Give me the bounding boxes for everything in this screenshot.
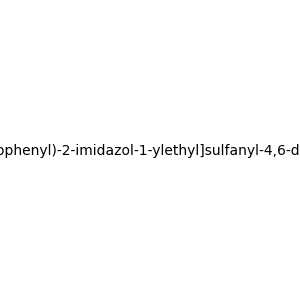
Text: 2-[1-(2,4-Dichlorophenyl)-2-imidazol-1-ylethyl]sulfanyl-4,6-dimethylpyrimidine: 2-[1-(2,4-Dichlorophenyl)-2-imidazol-1-y… (0, 145, 300, 158)
